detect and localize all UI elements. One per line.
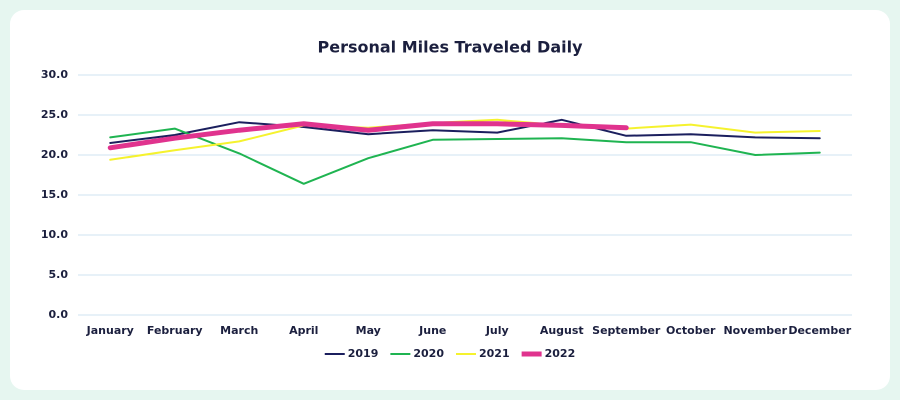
- x-tick-label: September: [592, 324, 661, 337]
- y-tick-label: 25.0: [41, 108, 68, 121]
- legend-label: 2022: [545, 347, 576, 360]
- legend-label: 2020: [413, 347, 444, 360]
- y-tick-label: 20.0: [41, 148, 68, 161]
- x-tick-label: April: [289, 324, 318, 337]
- series-line: [109, 118, 821, 144]
- series-line: [109, 127, 821, 185]
- x-tick-label: May: [356, 324, 381, 337]
- legend-label: 2019: [348, 347, 379, 360]
- chart-title: Personal Miles Traveled Daily: [317, 38, 583, 57]
- x-tick-label: June: [418, 324, 446, 337]
- y-tick-label: 0.0: [49, 308, 69, 321]
- series-line: [107, 121, 629, 151]
- x-tick-label: November: [723, 324, 787, 337]
- x-tick-label: August: [540, 324, 584, 337]
- legend-label: 2021: [479, 347, 510, 360]
- y-tick-label: 10.0: [41, 228, 68, 241]
- x-tick-label: July: [485, 324, 509, 337]
- y-tick-label: 15.0: [41, 188, 68, 201]
- x-tick-label: March: [220, 324, 258, 337]
- x-tick-label: December: [788, 324, 851, 337]
- x-tick-label: October: [666, 324, 716, 337]
- x-tick-label: February: [147, 324, 203, 337]
- x-tick-label: January: [86, 324, 134, 337]
- card: [10, 10, 890, 390]
- legend: 2019 2020 2021 2022: [324, 347, 576, 360]
- y-tick-label: 5.0: [49, 268, 69, 281]
- y-tick-label: 30.0: [41, 68, 68, 81]
